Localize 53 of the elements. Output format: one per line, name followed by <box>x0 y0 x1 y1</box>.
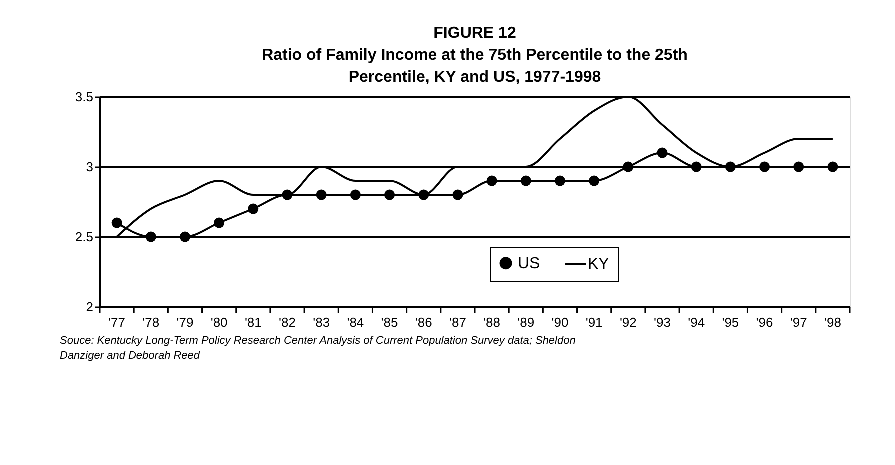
y-tick-label: 3 <box>86 160 94 174</box>
x-tick-label: '77 <box>108 315 126 330</box>
point <box>146 232 156 242</box>
x-tick-label: '92 <box>620 315 637 330</box>
x-tick-label: '90 <box>552 315 569 330</box>
point <box>623 162 634 172</box>
point <box>418 190 430 200</box>
x-tick-label: '95 <box>722 315 740 330</box>
x-tick-label: '93 <box>654 315 671 330</box>
x-tick-label: '79 <box>176 315 194 330</box>
point <box>486 176 498 186</box>
x-tick-label: '84 <box>347 315 364 330</box>
chart-subtitle: Ratio of Family Income at the 75th Percentile to the 25th Percentile, KY and US, 1977-1998 <box>262 47 688 86</box>
point <box>248 204 259 214</box>
point <box>691 162 702 172</box>
x-tick-label: '96 <box>756 315 774 330</box>
x-tick-label: '85 <box>381 315 398 330</box>
x-tick-label: '91 <box>586 315 603 330</box>
point <box>794 162 804 172</box>
y-tick-label: 2.5 <box>75 230 94 244</box>
x-tick-label: '87 <box>449 315 466 330</box>
point <box>316 190 327 200</box>
legend-label: KY <box>588 256 610 273</box>
y-tick-label: 3.5 <box>75 90 94 104</box>
x-tick-label: '97 <box>790 315 808 330</box>
point <box>112 218 122 228</box>
chart-title: FIGURE 12 <box>434 25 516 42</box>
point <box>350 190 361 200</box>
x-tick-label: '89 <box>518 315 535 330</box>
x-tick-label: '81 <box>244 315 262 330</box>
y-tick-label: 2 <box>86 300 94 314</box>
point <box>828 162 838 172</box>
x-tick-label: '82 <box>279 315 296 330</box>
x-tick-label: '98 <box>824 315 842 330</box>
text: Souce: Kentucky Long-Term Policy Research Center Analysis of Current Population Survey data; Sheldon Danziger and Deborah Reed <box>60 335 576 362</box>
point <box>657 148 668 158</box>
x-tick-label: '94 <box>688 315 706 330</box>
point <box>520 176 532 186</box>
legend-label: US <box>518 255 540 272</box>
point <box>760 162 770 172</box>
point <box>452 190 464 200</box>
point <box>384 190 396 200</box>
x-tick-label: '78 <box>142 315 160 330</box>
x-tick-label: '83 <box>313 315 330 330</box>
point <box>214 218 225 228</box>
x-tick-label: '86 <box>415 315 432 330</box>
point <box>180 232 190 242</box>
point <box>282 190 293 200</box>
point <box>554 176 566 186</box>
x-tick-label: '88 <box>484 315 501 330</box>
x-tick-label: '80 <box>210 315 228 330</box>
point <box>725 162 736 172</box>
point <box>589 176 600 186</box>
